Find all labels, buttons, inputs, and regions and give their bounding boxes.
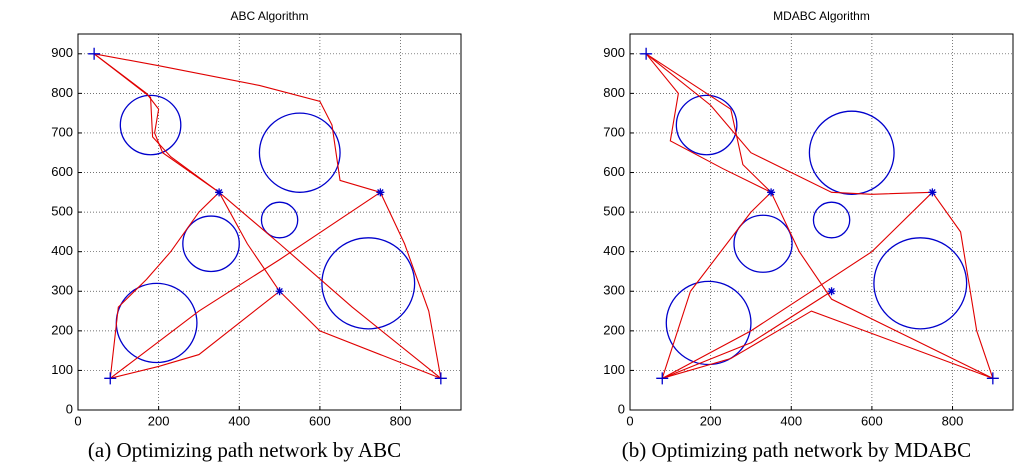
node — [88, 47, 101, 60]
path-line — [645, 53, 772, 193]
y-tick-label: 500 — [51, 204, 73, 219]
path-line — [279, 290, 442, 379]
obstacle — [321, 237, 416, 330]
path-line — [93, 53, 220, 193]
path-line — [661, 191, 772, 379]
y-tick-label: 300 — [51, 283, 73, 298]
path-line — [661, 191, 933, 379]
obstacle — [258, 112, 341, 193]
obstacle — [182, 215, 240, 273]
path-line — [109, 191, 381, 379]
obstacle — [675, 94, 738, 156]
obstacle — [115, 282, 198, 364]
y-tick-label: 600 — [603, 164, 625, 179]
x-tick-label: 800 — [942, 413, 964, 428]
node — [434, 372, 447, 385]
x-tick-label: 200 — [700, 413, 722, 428]
y-tick-label: 700 — [603, 124, 625, 139]
obstacle — [665, 280, 752, 366]
y-tick-label: 600 — [51, 164, 73, 179]
chart-title: MDABC Algorithm — [773, 9, 870, 23]
x-tick-label: 800 — [390, 413, 412, 428]
chart-title: ABC Algorithm — [230, 9, 308, 23]
node — [656, 372, 669, 385]
x-tick-label: 0 — [74, 413, 81, 428]
node — [376, 188, 385, 197]
path-line — [379, 192, 442, 379]
x-tick-label: 400 — [228, 413, 250, 428]
y-tick-label: 900 — [603, 45, 625, 60]
path-line — [93, 53, 220, 193]
path-line — [110, 290, 280, 379]
y-tick-label: 900 — [51, 45, 73, 60]
obstacle — [812, 201, 851, 239]
obstacle — [808, 110, 895, 195]
node — [275, 287, 284, 296]
axes-box — [77, 33, 462, 411]
caption: (b) Optimizing path network by MDABC — [622, 438, 971, 462]
y-tick-label: 200 — [603, 322, 625, 337]
x-tick-label: 400 — [780, 413, 802, 428]
y-tick-label: 400 — [603, 243, 625, 258]
obstacle — [733, 214, 793, 273]
y-tick-label: 100 — [603, 362, 625, 377]
node — [215, 188, 224, 197]
node — [986, 372, 999, 385]
path-line — [645, 53, 772, 193]
path-line — [931, 191, 994, 379]
y-tick-label: 0 — [618, 401, 625, 416]
y-tick-label: 800 — [51, 85, 73, 100]
node — [928, 188, 937, 197]
node — [640, 47, 653, 60]
path-line — [770, 192, 994, 379]
x-tick-label: 600 — [309, 413, 331, 428]
obstacle — [873, 237, 968, 330]
path-line — [645, 53, 933, 195]
obstacle — [119, 94, 182, 156]
x-tick-label: 600 — [861, 413, 883, 428]
path-line — [109, 191, 220, 379]
y-tick-label: 300 — [603, 283, 625, 298]
x-tick-label: 200 — [148, 413, 170, 428]
y-tick-label: 800 — [603, 85, 625, 100]
node — [767, 188, 776, 197]
x-tick-label: 0 — [626, 413, 633, 428]
path-line — [662, 310, 994, 379]
node — [104, 372, 117, 385]
y-tick-label: 700 — [51, 124, 73, 139]
path-line — [218, 192, 281, 292]
axes-box — [629, 33, 1014, 411]
obstacle — [260, 201, 299, 239]
y-tick-label: 500 — [603, 204, 625, 219]
path-line — [218, 191, 442, 379]
caption: (a) Optimizing path network by ABC — [88, 438, 401, 462]
y-tick-label: 400 — [51, 243, 73, 258]
path-line — [662, 290, 832, 379]
path-line — [94, 53, 381, 193]
y-tick-label: 0 — [66, 401, 73, 416]
y-tick-label: 200 — [51, 322, 73, 337]
y-tick-label: 100 — [51, 362, 73, 377]
node — [827, 287, 836, 296]
